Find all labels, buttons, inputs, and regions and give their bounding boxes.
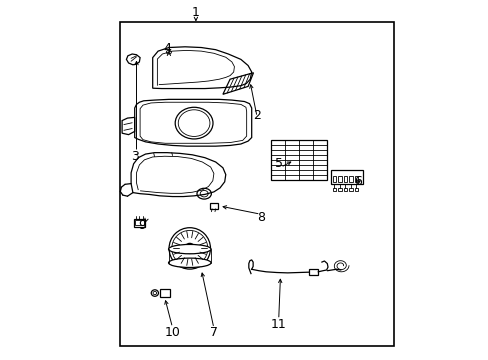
Text: 10: 10 [164,327,180,339]
Bar [354,188,357,191]
Text: 3: 3 [130,150,139,163]
Text: 7: 7 [209,327,218,339]
Text: 4: 4 [163,42,171,55]
Bar [120,22,393,346]
Bar [330,170,363,184]
Ellipse shape [168,244,211,254]
Text: 5: 5 [274,157,282,170]
Bar [332,176,336,182]
Bar [348,176,352,182]
Text: 1: 1 [192,6,200,19]
Text: 8: 8 [256,211,264,224]
Text: 6: 6 [353,175,361,188]
Bar [343,188,346,191]
Bar [354,176,357,182]
Bar [210,203,218,209]
Bar [348,188,352,191]
Text: 11: 11 [270,318,286,330]
Bar [332,188,336,191]
Text: 9: 9 [138,219,145,231]
Bar [338,176,341,182]
Bar [133,219,145,227]
Bar [135,220,143,225]
Text: 2: 2 [253,109,261,122]
Bar [309,269,318,275]
Bar [271,140,326,180]
Ellipse shape [168,258,211,267]
Bar [343,176,346,182]
Bar [160,289,170,297]
Ellipse shape [184,243,194,253]
Bar [338,188,341,191]
